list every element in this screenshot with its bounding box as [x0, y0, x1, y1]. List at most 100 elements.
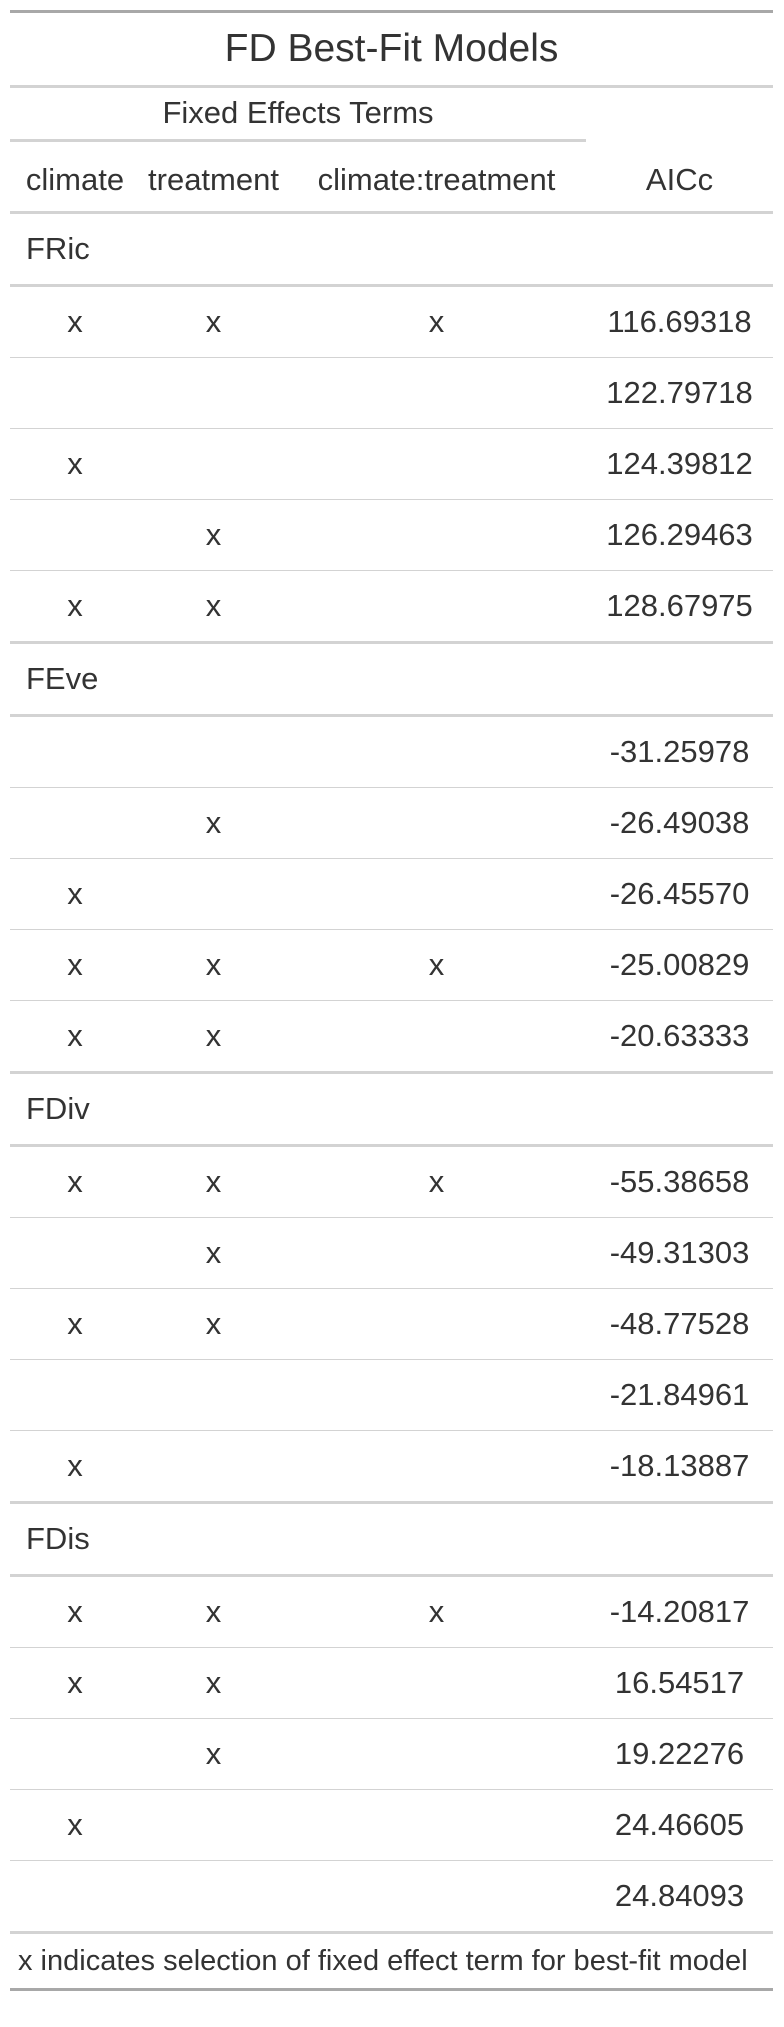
climate-cell: x [10, 428, 140, 500]
table-row: x x x -14.20817 [10, 1575, 774, 1648]
aicc-cell: -14.20817 [586, 1575, 774, 1648]
interaction-cell [287, 428, 586, 500]
aicc-cell: -18.13887 [586, 1430, 774, 1504]
treatment-cell: x [140, 1288, 287, 1360]
climate-cell: x [10, 1145, 140, 1218]
interaction-cell [287, 715, 586, 788]
group-row: FDis [10, 1502, 774, 1577]
interaction-cell: x [287, 285, 586, 358]
interaction-cell: x [287, 1145, 586, 1218]
climate-cell: x [10, 1647, 140, 1719]
footnote: x indicates selection of fixed effect te… [10, 1932, 774, 1991]
interaction-cell [287, 499, 586, 571]
aicc-cell: -55.38658 [586, 1145, 774, 1218]
climate-cell [10, 1217, 140, 1289]
aicc-cell: -31.25978 [586, 715, 774, 788]
table-row: 24.84093 [10, 1860, 774, 1934]
aicc-cell: -49.31303 [586, 1217, 774, 1289]
table-row: x -26.45570 [10, 858, 774, 930]
aicc-cell: -26.49038 [586, 787, 774, 859]
group-row: FRic [10, 212, 774, 287]
climate-cell: x [10, 1575, 140, 1648]
table-row: x x 128.67975 [10, 570, 774, 644]
aicc-cell: -48.77528 [586, 1288, 774, 1360]
aicc-cell: 19.22276 [586, 1718, 774, 1790]
table-title: FD Best-Fit Models [10, 10, 774, 88]
column-header-aicc: AICc [586, 148, 774, 214]
treatment-cell [140, 1789, 287, 1861]
aicc-cell: 116.69318 [586, 285, 774, 358]
aicc-cell: 122.79718 [586, 357, 774, 429]
table-row: x -49.31303 [10, 1217, 774, 1289]
column-header-interaction: climate:treatment [287, 148, 586, 214]
aicc-cell: 124.39812 [586, 428, 774, 500]
best-fit-models-table: FD Best-Fit Models Fixed Effects Terms c… [10, 10, 774, 1991]
group-row: FEve [10, 642, 774, 717]
treatment-cell: x [140, 285, 287, 358]
spanner-row: Fixed Effects Terms [10, 87, 773, 149]
aicc-cell: -25.00829 [586, 929, 774, 1001]
treatment-cell [140, 357, 287, 429]
spanner-empty-cell [586, 87, 773, 149]
interaction-cell [287, 858, 586, 930]
table-row: x x 16.54517 [10, 1647, 774, 1719]
table-row: x x -48.77528 [10, 1288, 774, 1360]
footnote-row: x indicates selection of fixed effect te… [10, 1932, 774, 1991]
table-row: x x x -55.38658 [10, 1145, 774, 1218]
interaction-cell [287, 1288, 586, 1360]
climate-cell: x [10, 1288, 140, 1360]
interaction-cell [287, 1718, 586, 1790]
climate-cell: x [10, 1000, 140, 1074]
aicc-cell: 24.46605 [586, 1789, 774, 1861]
group-row: FDiv [10, 1072, 774, 1147]
treatment-cell [140, 1430, 287, 1504]
climate-cell: x [10, 1789, 140, 1861]
aicc-cell: 126.29463 [586, 499, 774, 571]
climate-cell: x [10, 1430, 140, 1504]
table-row: x 24.46605 [10, 1789, 774, 1861]
treatment-cell: x [140, 1718, 287, 1790]
interaction-cell [287, 1430, 586, 1504]
table-row: x x x 116.69318 [10, 285, 774, 358]
column-header-climate: climate [10, 148, 140, 214]
treatment-cell: x [140, 1575, 287, 1648]
group-label: FDiv [10, 1072, 774, 1147]
interaction-cell: x [287, 1575, 586, 1648]
treatment-cell: x [140, 787, 287, 859]
climate-cell: x [10, 858, 140, 930]
table-row: x 124.39812 [10, 428, 774, 500]
aicc-cell: 24.84093 [586, 1860, 774, 1934]
table-row: x x -20.63333 [10, 1000, 774, 1074]
treatment-cell: x [140, 1145, 287, 1218]
interaction-cell [287, 1647, 586, 1719]
column-header-treatment: treatment [140, 148, 287, 214]
climate-cell [10, 787, 140, 859]
climate-cell [10, 357, 140, 429]
treatment-cell [140, 715, 287, 788]
climate-cell [10, 1860, 140, 1934]
treatment-cell: x [140, 570, 287, 644]
group-label: FEve [10, 642, 774, 717]
aicc-cell: -20.63333 [586, 1000, 774, 1074]
climate-cell: x [10, 285, 140, 358]
interaction-cell [287, 1789, 586, 1861]
treatment-cell: x [140, 1647, 287, 1719]
climate-cell [10, 1718, 140, 1790]
table-row: x 19.22276 [10, 1718, 774, 1790]
table-row: x -26.49038 [10, 787, 774, 859]
interaction-cell: x [287, 929, 586, 1001]
table-row: -21.84961 [10, 1359, 774, 1431]
climate-cell: x [10, 929, 140, 1001]
interaction-cell [287, 570, 586, 644]
interaction-cell [287, 787, 586, 859]
treatment-cell [140, 1359, 287, 1431]
climate-cell [10, 1359, 140, 1431]
interaction-cell [287, 1860, 586, 1934]
aicc-cell: 128.67975 [586, 570, 774, 644]
table-row: -31.25978 [10, 715, 774, 788]
spanner-label: Fixed Effects Terms [10, 95, 586, 142]
group-label: FDis [10, 1502, 774, 1577]
treatment-cell: x [140, 1000, 287, 1074]
title-row: FD Best-Fit Models [10, 10, 774, 88]
aicc-cell: 16.54517 [586, 1647, 774, 1719]
